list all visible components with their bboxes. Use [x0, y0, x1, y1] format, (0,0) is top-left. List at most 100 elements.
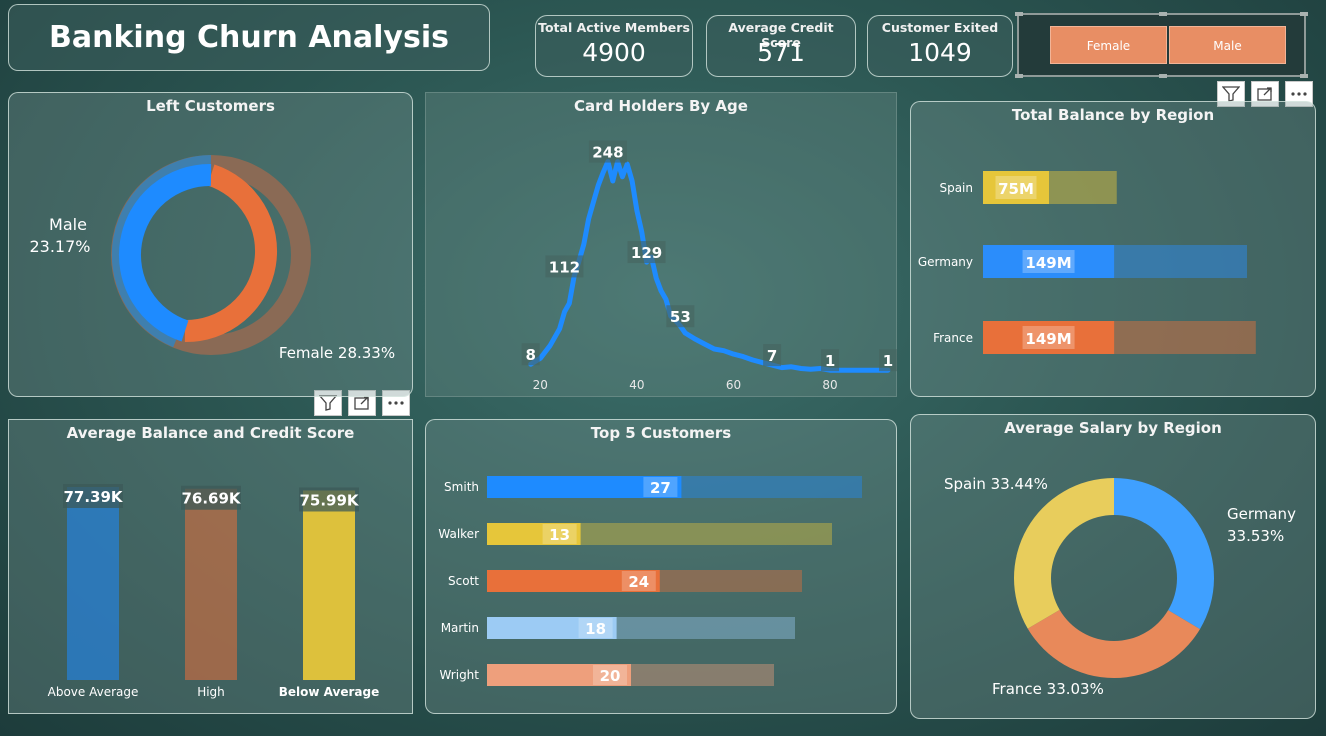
region-value-label: 149M — [1025, 254, 1071, 272]
customer-label: Scott — [448, 574, 479, 588]
avg-balance-value-bg — [181, 485, 241, 510]
resize-handle[interactable] — [1015, 74, 1023, 78]
kpi-average-credit-score[interactable]: Average Credit Score 571 — [706, 15, 856, 77]
avg-balance-credit-card[interactable]: Average Balance and Credit Score 77.39K A… — [8, 419, 413, 714]
customer-label: Martin — [441, 621, 479, 635]
region-bar — [983, 245, 1115, 278]
resize-handle[interactable] — [1300, 74, 1308, 78]
kpi-label: Average Credit Score — [728, 20, 834, 50]
data-label-bg — [879, 349, 897, 372]
data-label-bg — [763, 344, 782, 367]
resize-handle[interactable] — [1159, 74, 1167, 78]
data-label-bg — [545, 255, 584, 278]
top-5-customers-card[interactable]: Top 5 Customers Smith 27 Walker 13 Scott 24 Ma… — [425, 419, 897, 714]
focus-mode-icon[interactable] — [1251, 81, 1279, 107]
avg-balance-category-label: High — [197, 685, 225, 699]
x-tick-label: 20 — [533, 378, 548, 392]
kpi-label: Customer Exited — [881, 20, 999, 35]
data-label: 248 — [592, 144, 623, 162]
x-tick-label: 40 — [629, 378, 644, 392]
male-label: Male — [49, 215, 87, 234]
region-bar — [983, 171, 1049, 204]
data-label: 8 — [525, 346, 535, 364]
customer-value-bg — [542, 524, 577, 544]
region-value-label: 149M — [1025, 330, 1071, 348]
avg-balance-category-label: Below Average — [279, 685, 379, 699]
left-customers-card[interactable]: Left Customers Male 23.17% Female 28.33% — [8, 92, 413, 397]
customer-label: Smith — [444, 480, 479, 494]
customer-bar — [487, 476, 682, 498]
dashboard-title-card: Banking Churn Analysis — [8, 4, 490, 71]
region-value-bg — [1022, 326, 1075, 349]
data-label: 7 — [767, 347, 777, 365]
focus-mode-icon[interactable] — [348, 390, 376, 416]
customer-value-label: 13 — [549, 526, 570, 544]
data-label-bg — [627, 241, 666, 264]
kpi-value: 1049 — [908, 38, 972, 67]
salary-donut: Spain 33.44% Germany 33.53% France 33.03… — [944, 475, 1296, 698]
slicer-option-male[interactable]: Male — [1169, 26, 1286, 64]
avg-balance-value-label: 77.39K — [63, 488, 123, 506]
resize-handle[interactable] — [1015, 12, 1023, 16]
data-label: 1 — [825, 352, 835, 370]
customer-value-label: 20 — [600, 667, 621, 685]
france-label: France 33.03% — [992, 680, 1104, 698]
resize-handle[interactable] — [1159, 12, 1167, 16]
x-tick-label: 60 — [726, 378, 741, 392]
filter-icon[interactable] — [1217, 81, 1245, 107]
customer-value-bg — [578, 618, 613, 638]
data-label: 129 — [631, 244, 662, 262]
kpi-customer-exited[interactable]: Customer Exited 1049 — [867, 15, 1013, 77]
region-value-label: 75M — [998, 180, 1034, 198]
data-label-bg — [521, 343, 540, 366]
data-label-bg — [666, 305, 695, 328]
customer-value-label: 24 — [628, 573, 649, 591]
avg-balance-bar-chart: 77.39K Above Average 76.69K High 75.99K Below… — [48, 484, 379, 699]
top5-bar-chart: Smith 27 Walker 13 Scott 24 Martin 18 Wright 20 — [438, 476, 862, 686]
card-title: Top 5 Customers — [590, 424, 732, 442]
avg-balance-value-label: 75.99K — [299, 491, 359, 509]
average-salary-by-region-card[interactable]: Average Salary by Region Spain 33.44% Ge… — [910, 414, 1316, 719]
data-label-bg — [821, 349, 840, 372]
customer-value-label: 27 — [650, 479, 671, 497]
customer-value-bg — [643, 477, 678, 497]
resize-handle[interactable] — [1300, 12, 1308, 16]
region-value-bg — [995, 176, 1037, 199]
customer-bar — [487, 617, 617, 639]
x-tick-label: 80 — [822, 378, 837, 392]
kpi-value: 4900 — [582, 38, 646, 67]
data-label: 1 — [883, 352, 893, 370]
avg-balance-value-label: 76.69K — [181, 490, 241, 508]
region-label: France — [933, 331, 973, 345]
customer-label: Wright — [439, 668, 479, 682]
donut-slice-germany — [1114, 478, 1214, 630]
age-series-line — [528, 159, 891, 373]
donut-slice-male[interactable] — [118, 163, 212, 342]
card-title: Left Customers — [146, 97, 275, 115]
kpi-value: 571 — [757, 38, 805, 67]
customer-value-bg — [621, 571, 656, 591]
avg-balance-value-bg — [299, 487, 359, 512]
kpi-total-active-members[interactable]: Total Active Members 4900 — [535, 15, 693, 77]
card-title: Average Balance and Credit Score — [66, 424, 355, 442]
card-holders-by-age-card[interactable]: Card Holders By Age 20 40 60 80 8 112 248 129 53… — [425, 92, 897, 397]
region-bar-chart: Spain 75M Germany 149M France 149M — [918, 171, 1256, 354]
avg-balance-bar — [185, 488, 237, 680]
customer-bar — [487, 664, 631, 686]
kpi-label: Total Active Members — [538, 20, 690, 35]
donut-slice-france — [1027, 609, 1200, 678]
region-value-bg — [1022, 250, 1075, 273]
avg-balance-category-label: Above Average — [48, 685, 139, 699]
region-label: Spain — [939, 181, 973, 195]
card-title: Average Salary by Region — [1004, 419, 1222, 437]
germany-label: Germany — [1227, 505, 1296, 523]
slicer-option-female[interactable]: Female — [1050, 26, 1167, 64]
more-options-icon[interactable] — [1285, 81, 1313, 107]
donut-slice-spain — [1014, 478, 1114, 629]
donut-slice-female[interactable] — [184, 164, 278, 343]
total-balance-by-region-card[interactable]: Total Balance by Region Spain 75M Germany 1… — [910, 101, 1316, 397]
customer-bar — [487, 523, 581, 545]
gender-slicer[interactable]: Female Male — [1015, 12, 1308, 78]
customer-label: Walker — [438, 527, 479, 541]
data-label: 112 — [549, 258, 580, 276]
